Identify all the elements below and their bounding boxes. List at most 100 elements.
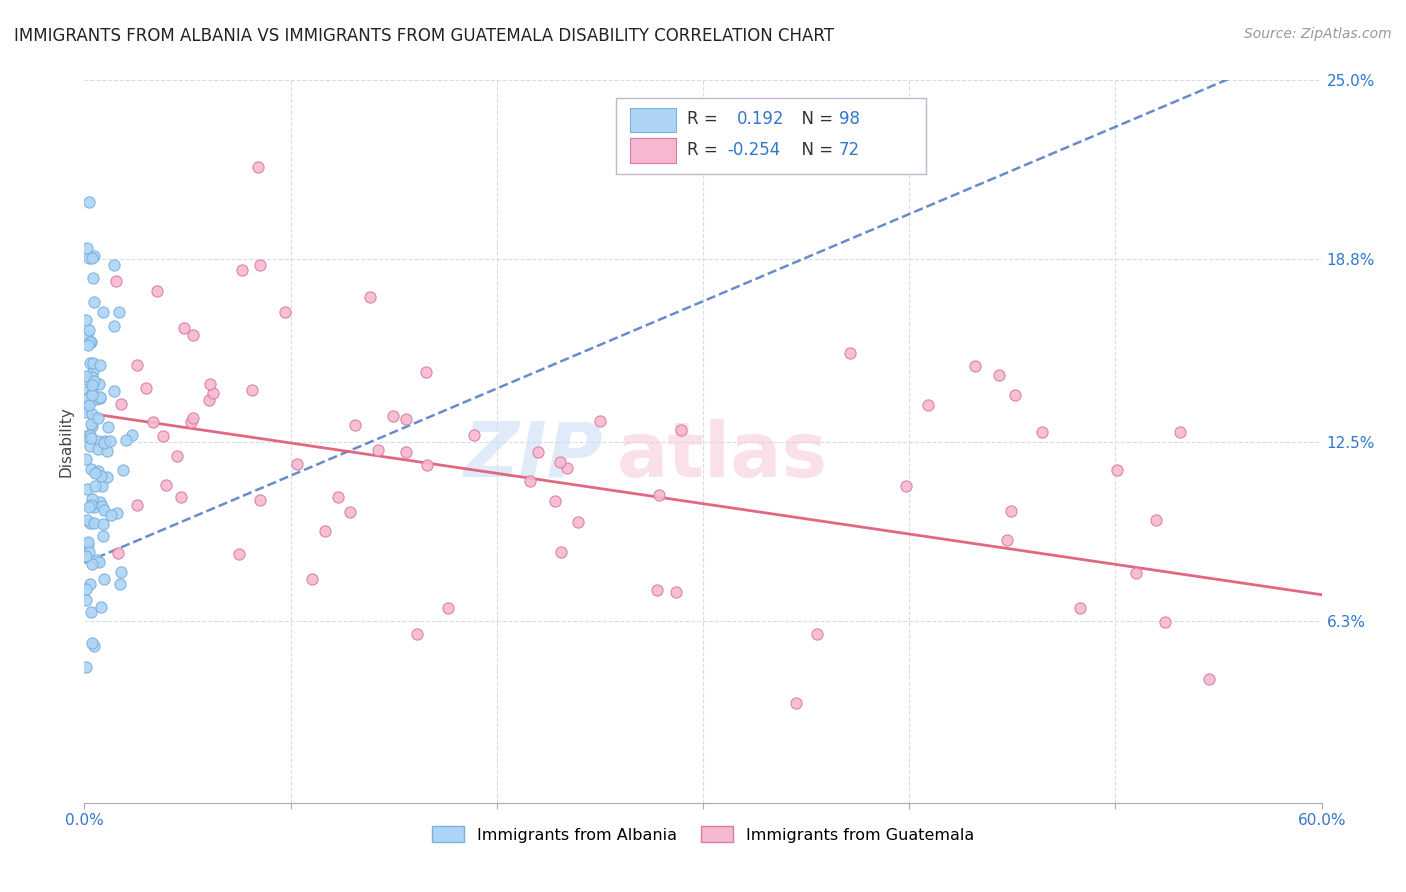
Point: [103, 319, 125, 334]
Point: [1000, 504, 1022, 518]
Text: N =: N =: [790, 141, 838, 159]
Point: [97, 420, 120, 434]
Point: [79, 334, 101, 349]
Point: [80, 387, 103, 401]
Point: [567, 515, 589, 529]
Point: [80, 605, 103, 619]
Point: [76, 391, 98, 405]
Point: [665, 585, 688, 599]
Point: [80, 431, 103, 445]
Point: [77, 536, 100, 550]
Point: [166, 449, 188, 463]
Point: [806, 627, 828, 641]
Point: [98, 434, 121, 448]
Point: [79, 439, 101, 453]
Point: [1069, 600, 1091, 615]
Point: [917, 399, 939, 413]
Point: [1168, 425, 1191, 439]
Point: [343, 418, 366, 433]
Point: [93, 502, 115, 516]
Point: [96, 470, 118, 484]
Point: [75, 372, 97, 386]
Point: [79, 577, 101, 591]
Point: [83, 516, 105, 530]
Point: [155, 478, 177, 492]
Point: [173, 321, 195, 335]
Point: [108, 304, 131, 318]
Point: [89, 391, 111, 405]
Point: [83, 479, 105, 493]
Text: 0.192: 0.192: [737, 111, 785, 128]
Point: [326, 490, 349, 504]
Point: [93, 572, 115, 586]
Point: [87, 377, 110, 392]
Point: [142, 415, 165, 429]
Point: [80, 491, 103, 506]
Point: [75, 405, 97, 419]
Point: [76, 513, 98, 527]
Point: [1004, 388, 1026, 402]
Point: [87, 411, 110, 425]
FancyBboxPatch shape: [630, 108, 676, 132]
Point: [125, 359, 148, 373]
Point: [839, 345, 862, 359]
Point: [152, 429, 174, 443]
Point: [647, 582, 669, 597]
Point: [82, 407, 104, 421]
Point: [77, 398, 100, 412]
Point: [91, 499, 114, 513]
Point: [82, 377, 104, 392]
Point: [1031, 425, 1053, 439]
Point: [83, 374, 105, 388]
Point: [997, 533, 1019, 547]
Point: [82, 636, 104, 650]
Point: [527, 445, 550, 459]
Point: [82, 356, 104, 370]
Point: [86, 442, 108, 456]
Point: [83, 500, 105, 514]
Point: [79, 356, 101, 370]
Point: [91, 516, 114, 531]
Point: [198, 376, 221, 391]
Y-axis label: Disability: Disability: [58, 406, 73, 477]
Point: [437, 601, 460, 615]
Text: R =: R =: [688, 141, 723, 159]
FancyBboxPatch shape: [630, 138, 676, 162]
Point: [75, 369, 97, 384]
Point: [93, 435, 115, 450]
Point: [77, 323, 100, 337]
Point: [1125, 566, 1147, 581]
Point: [91, 305, 114, 319]
Point: [463, 427, 485, 442]
Point: [198, 392, 221, 407]
Point: [127, 498, 149, 512]
Point: [249, 493, 271, 508]
Point: [105, 274, 128, 288]
Point: [589, 414, 612, 428]
Point: [91, 528, 114, 542]
Text: Source: ZipAtlas.com: Source: ZipAtlas.com: [1244, 27, 1392, 41]
Point: [395, 412, 418, 426]
Point: [181, 327, 204, 342]
Point: [339, 504, 361, 518]
Point: [1154, 615, 1177, 629]
Point: [79, 516, 101, 530]
FancyBboxPatch shape: [616, 98, 925, 174]
Point: [415, 458, 437, 472]
Point: [110, 576, 132, 591]
Point: [83, 639, 105, 653]
Point: [395, 445, 418, 459]
Point: [90, 479, 112, 493]
Point: [100, 508, 122, 522]
Point: [519, 474, 541, 488]
Point: [80, 252, 103, 266]
Point: [75, 452, 97, 467]
Point: [367, 442, 389, 457]
Point: [77, 251, 100, 265]
Point: [382, 409, 405, 424]
Point: [87, 434, 110, 448]
Point: [77, 338, 100, 352]
Point: [76, 329, 98, 343]
Point: [90, 600, 112, 615]
Point: [314, 524, 336, 538]
